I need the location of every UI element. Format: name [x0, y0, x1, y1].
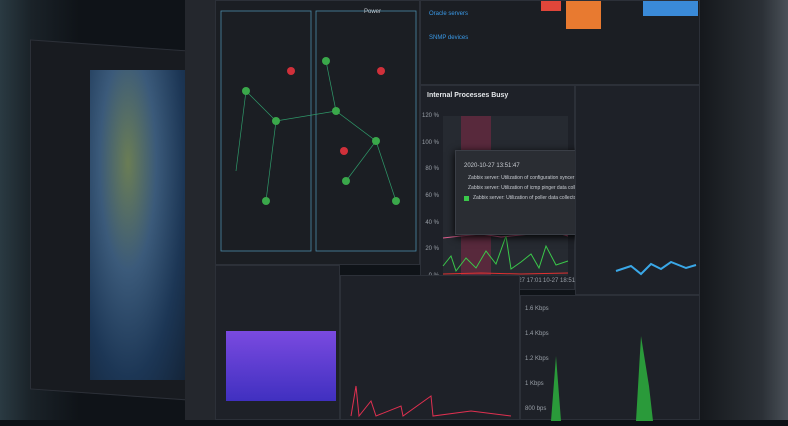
network-map-panel: Power	[215, 0, 420, 265]
y-tick-label: 1.4 Kbps	[525, 331, 549, 337]
area-fill	[226, 331, 336, 401]
y-tick-label: 60 %	[425, 193, 439, 199]
links-panel: Oracle servers SNMP devices	[420, 0, 700, 85]
y-axis: 1.6 Kbps 1.4 Kbps 1.2 Kbps 1 Kbps 800 bps	[525, 306, 555, 416]
status-icons	[242, 57, 400, 205]
y-tick-label: 80 %	[425, 166, 439, 173]
tooltip-row: Zabbix server: Utilization of icmp pinge…	[464, 185, 648, 191]
link: SNMP devices	[429, 35, 469, 41]
bottom-panel-network: 1.6 Kbps 1.4 Kbps 1.2 Kbps 1 Kbps 800 bps	[520, 295, 700, 421]
alert-icons	[287, 67, 385, 155]
series-line	[442, 235, 569, 273]
tooltip-row: Zabbix server: Utilization of poller dat…	[464, 195, 646, 201]
y-tick-label: 20 %	[425, 246, 439, 253]
legend-swatch	[464, 195, 469, 201]
series-line	[615, 260, 697, 276]
map-frame	[220, 10, 312, 252]
link-list: Oracle servers SNMP devices	[429, 11, 468, 59]
monitor-bezel	[700, 0, 788, 420]
y-tick-label: 100 %	[421, 139, 439, 146]
status-tile	[643, 1, 698, 16]
series-line	[350, 385, 512, 418]
x-tick-label: 10-27 18:51	[543, 278, 576, 284]
status-tile	[566, 1, 601, 29]
y-axis: 120 %100 %80 %60 %40 %20 %0 %	[421, 113, 441, 279]
tooltip-row: Zabbix server: Utilization of configurat…	[464, 175, 653, 181]
tooltip-text: Zabbix server: Utilization of poller dat…	[473, 195, 639, 201]
right-panel	[575, 85, 700, 295]
network-map-lines	[220, 10, 417, 252]
bottom-panel-middle	[340, 275, 520, 420]
x-tick-label: 10-27 17:01	[509, 278, 542, 284]
y-tick-label: 1.6 Kbps	[525, 306, 549, 312]
y-tick-label: 40 %	[425, 219, 439, 226]
y-tick-label: 800 bps	[525, 406, 547, 412]
y-tick-label: 1.2 Kbps	[525, 356, 549, 362]
network-plot	[551, 336, 653, 421]
map-frame	[315, 10, 417, 252]
link: Oracle servers	[429, 11, 469, 17]
area-fill	[551, 336, 653, 421]
map-label: Power	[364, 9, 382, 15]
right-plot	[615, 260, 697, 276]
sidebar	[185, 0, 216, 420]
tooltip-text: Zabbix server: Utilization of configurat…	[468, 175, 653, 181]
tooltip-text: Zabbix server: Utilization of icmp pinge…	[468, 185, 648, 191]
series-line	[442, 272, 569, 275]
bottom-panel-purple	[215, 265, 340, 420]
middle-plot	[350, 385, 512, 418]
status-tile	[541, 1, 561, 11]
y-tick-label: 1 Kbps	[525, 381, 544, 387]
panel-title: Internal Processes Busy	[427, 92, 509, 99]
world-map	[90, 70, 185, 380]
tooltip-time: 2020-10-27 13:51:47	[464, 163, 520, 169]
y-tick-label: 120 %	[421, 113, 439, 119]
